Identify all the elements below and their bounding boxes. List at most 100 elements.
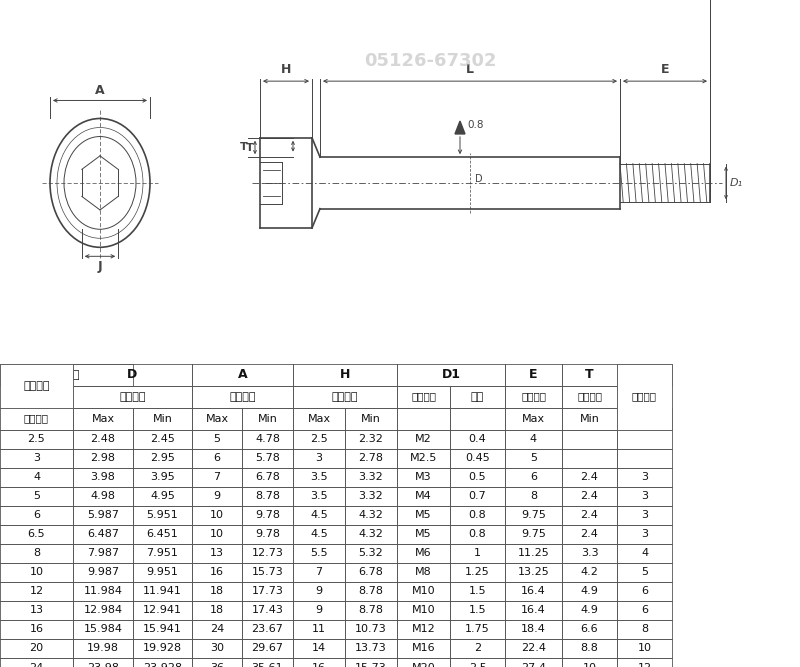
Text: J: J [98,260,102,273]
Text: M6: M6 [415,548,432,558]
Text: 13: 13 [30,606,43,616]
Text: 6: 6 [530,472,537,482]
Text: 5.78: 5.78 [255,453,280,463]
Text: 2.48: 2.48 [90,434,115,444]
Text: 4.9: 4.9 [581,586,598,596]
Text: D: D [127,368,138,381]
Text: 1.5: 1.5 [469,606,486,616]
Text: 4.98: 4.98 [90,491,115,501]
Text: Min: Min [153,414,173,424]
Text: 5.987: 5.987 [87,510,119,520]
Text: 27.4: 27.4 [521,662,546,667]
Text: 0.8: 0.8 [469,510,486,520]
Text: 2.4: 2.4 [581,510,598,520]
Text: 16.4: 16.4 [521,586,546,596]
Text: 头部直径: 头部直径 [230,392,256,402]
Text: M10: M10 [412,586,435,596]
Text: 18: 18 [210,606,224,616]
Text: 22.4: 22.4 [521,644,546,654]
Text: 10: 10 [638,644,651,654]
Text: 7: 7 [315,568,322,578]
Text: 9.78: 9.78 [255,530,280,540]
Text: A: A [95,83,105,97]
Text: 12.73: 12.73 [251,548,283,558]
Text: 1.25: 1.25 [465,568,490,578]
Text: 8: 8 [530,491,537,501]
Text: 6.487: 6.487 [87,530,119,540]
Text: M8: M8 [415,568,432,578]
Text: 3: 3 [641,530,648,540]
Text: 6.451: 6.451 [146,530,178,540]
Text: 4.2: 4.2 [581,568,598,578]
Text: 23.98: 23.98 [87,662,119,667]
Text: M12: M12 [412,624,435,634]
Text: 10: 10 [582,662,597,667]
Text: 18: 18 [210,586,224,596]
Text: 10: 10 [210,510,224,520]
Text: T: T [246,143,254,153]
Text: 11.941: 11.941 [143,586,182,596]
Text: 六角深度: 六角深度 [577,392,602,402]
Text: 15.73: 15.73 [252,568,283,578]
Text: 9.75: 9.75 [521,530,546,540]
Text: 3: 3 [315,453,322,463]
Text: 19.98: 19.98 [87,644,119,654]
Text: 6.78: 6.78 [358,568,383,578]
Text: 9.951: 9.951 [146,568,178,578]
Text: 16: 16 [210,568,224,578]
Text: 3.95: 3.95 [150,472,175,482]
Text: 13.73: 13.73 [355,644,387,654]
Text: 7.987: 7.987 [87,548,119,558]
Text: 9: 9 [315,586,322,596]
Text: 螺纹直径: 螺纹直径 [411,392,436,402]
Text: E: E [661,63,670,76]
Text: 2.95: 2.95 [150,453,175,463]
Text: 0.8: 0.8 [469,530,486,540]
Text: 光杆直径: 光杆直径 [119,392,146,402]
Text: 13.25: 13.25 [518,568,550,578]
Text: 24: 24 [210,624,224,634]
Text: Max: Max [307,414,330,424]
Text: 1: 1 [474,548,481,558]
Text: 2.32: 2.32 [358,434,383,444]
Text: 螺纹长度: 螺纹长度 [521,392,546,402]
Text: 5.32: 5.32 [358,548,383,558]
Text: M5: M5 [415,530,432,540]
Text: 4.9: 4.9 [581,606,598,616]
Text: 0.8: 0.8 [467,120,483,130]
Text: 3: 3 [641,510,648,520]
Text: 5.5: 5.5 [310,548,328,558]
Text: 基本直径: 基本直径 [23,381,50,391]
Text: 5: 5 [33,491,40,501]
Text: 5: 5 [214,434,221,444]
Text: T: T [585,368,594,381]
Text: 8.78: 8.78 [255,491,280,501]
Text: 17.43: 17.43 [251,606,283,616]
Text: 0.5: 0.5 [469,472,486,482]
Text: 2.5: 2.5 [28,434,46,444]
Text: 3.98: 3.98 [90,472,115,482]
Bar [617,364,672,430]
Text: 7: 7 [214,472,221,482]
Bar [0,364,73,408]
Text: 12.984: 12.984 [83,606,122,616]
Text: 1.75: 1.75 [465,624,490,634]
Text: 10: 10 [210,530,224,540]
Text: M3: M3 [415,472,432,482]
Text: 15.73: 15.73 [355,662,387,667]
Text: 1.5: 1.5 [469,586,486,596]
Text: A: A [238,368,247,381]
Text: 2.78: 2.78 [358,453,383,463]
Text: 5: 5 [530,453,537,463]
Text: 24: 24 [30,662,44,667]
Text: 0.4: 0.4 [469,434,486,444]
Text: 16: 16 [312,662,326,667]
Text: 6: 6 [33,510,40,520]
Text: 9.75: 9.75 [521,510,546,520]
Text: 11: 11 [312,624,326,634]
Text: Max: Max [522,414,545,424]
Text: 35.61: 35.61 [252,662,283,667]
Text: 4.32: 4.32 [358,530,383,540]
Text: J: J [642,368,647,381]
Text: 3.5: 3.5 [310,491,328,501]
